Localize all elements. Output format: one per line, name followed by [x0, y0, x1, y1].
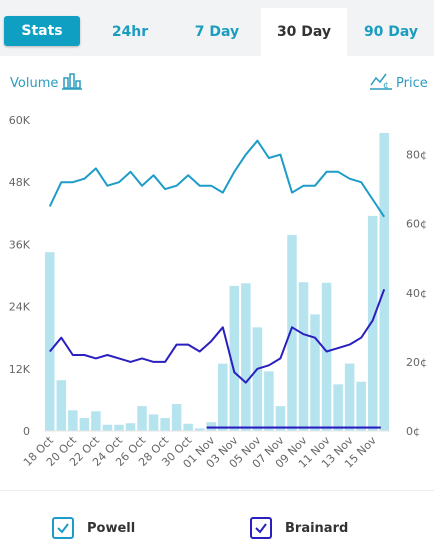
price-axis-title: ¢ Price [370, 72, 428, 94]
volume-bar [379, 132, 389, 431]
volume-tick-label: 0 [23, 425, 30, 438]
volume-tick-label: 36K [9, 238, 31, 251]
price-tick-label: 40¢ [406, 287, 427, 300]
tab-24hr[interactable]: 24hr [111, 24, 149, 40]
volume-bar [367, 215, 378, 431]
volume-bar [68, 410, 78, 431]
tab-stats[interactable]: Stats [4, 16, 80, 46]
volume-bar [321, 282, 332, 431]
volume-bar [56, 380, 67, 431]
volume-bar [252, 327, 263, 431]
volume-axis-title: Volume [10, 72, 83, 94]
volume-tick-label: 24K [9, 301, 31, 314]
tab-bar: Stats 24hr 7 Day 30 Day 90 Day [0, 0, 434, 56]
checkbox-brainard[interactable] [250, 517, 272, 539]
brainard-price-line [49, 288, 386, 384]
volume-bar [264, 371, 274, 431]
volume-tick-label: 60K [9, 114, 31, 127]
price-tick-label: 80¢ [406, 149, 427, 162]
legend-label-brainard: Brainard [285, 520, 349, 536]
volume-bar [125, 423, 136, 431]
check-icon [255, 523, 267, 534]
powell-price-line [48, 139, 386, 218]
volume-bar [333, 384, 343, 431]
volume-bar [79, 418, 90, 431]
volume-bar [171, 404, 182, 431]
volume-axis-title-text: Volume [10, 75, 59, 91]
volume-bar [275, 406, 286, 431]
legend: Powell Brainard [0, 490, 434, 551]
tab-90-day[interactable]: 90 Day [363, 24, 419, 40]
line-chart-cent-icon: ¢ [370, 72, 392, 94]
price-tick-label: 60¢ [406, 218, 427, 231]
volume-bar [344, 363, 355, 431]
volume-bar [310, 314, 320, 431]
price-axis-title-text: Price [396, 75, 428, 91]
volume-bar [356, 381, 366, 431]
check-icon [57, 523, 69, 534]
checkbox-powell[interactable] [52, 517, 74, 539]
volume-bar [91, 411, 101, 431]
volume-tick-label: 48K [9, 176, 31, 189]
volume-bar [45, 252, 55, 431]
legend-label-powell: Powell [87, 520, 136, 536]
volume-bar [229, 285, 240, 431]
volume-bar [298, 282, 309, 431]
volume-bar [148, 414, 159, 431]
volume-bar [241, 283, 251, 431]
volume-bar [194, 428, 205, 431]
legend-item-powell[interactable]: Powell [52, 517, 135, 539]
bar-chart-icon [62, 72, 83, 94]
volume-bar [114, 424, 124, 431]
volume-bar [137, 406, 147, 431]
price-tick-label: 0¢ [406, 425, 420, 438]
volume-bar [102, 424, 113, 431]
price-tick-label: 20¢ [406, 356, 427, 369]
tab-30-day[interactable]: 30 Day [261, 8, 347, 56]
svg-text:¢: ¢ [383, 81, 389, 90]
legend-item-brainard[interactable]: Brainard [250, 517, 348, 539]
volume-bar [160, 418, 170, 431]
tab-7-day[interactable]: 7 Day [194, 24, 240, 40]
volume-bar [287, 235, 297, 431]
volume-bar [183, 423, 193, 431]
volume-tick-label: 12K [9, 363, 31, 376]
volume-bar [218, 363, 228, 431]
